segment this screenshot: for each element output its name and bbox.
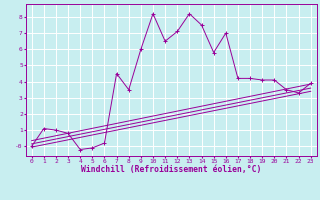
X-axis label: Windchill (Refroidissement éolien,°C): Windchill (Refroidissement éolien,°C) (81, 165, 261, 174)
